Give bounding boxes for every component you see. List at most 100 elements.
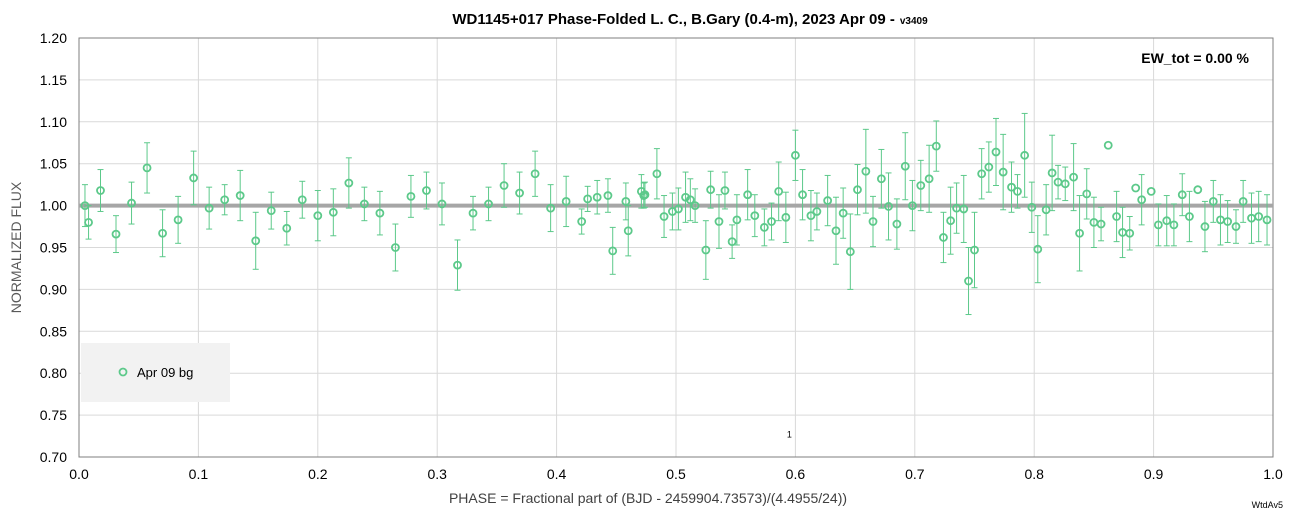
data-point bbox=[1146, 186, 1156, 196]
error-bar bbox=[862, 128, 869, 214]
data-point bbox=[946, 216, 956, 226]
x-axis-ticks: 0.0 0.1 0.2 0.3 0.4 0.5 0.6 0.7 0.8 0.9 1.0 bbox=[69, 466, 1283, 482]
data-point bbox=[111, 229, 121, 239]
data-point bbox=[251, 236, 261, 246]
data-point bbox=[592, 192, 602, 202]
data-point bbox=[831, 226, 841, 236]
error-bar bbox=[113, 215, 120, 254]
error-bar bbox=[1240, 179, 1247, 223]
error-bar bbox=[1155, 203, 1162, 247]
data-point bbox=[916, 181, 926, 190]
error-bar bbox=[97, 169, 104, 212]
data-point bbox=[1153, 220, 1163, 230]
data-point bbox=[142, 163, 152, 173]
data-point bbox=[767, 217, 776, 226]
error-bar bbox=[1076, 195, 1083, 272]
data-point bbox=[328, 207, 338, 217]
data-point bbox=[750, 211, 760, 221]
error-bar bbox=[1224, 200, 1231, 243]
data-point bbox=[998, 167, 1008, 177]
error-bar bbox=[751, 194, 758, 238]
error-bar bbox=[799, 169, 806, 221]
data-point bbox=[931, 141, 941, 151]
error-bar bbox=[721, 171, 728, 210]
error-bar bbox=[854, 164, 861, 216]
data-point bbox=[577, 217, 587, 226]
error-bar bbox=[128, 181, 135, 225]
data-point bbox=[1041, 205, 1051, 215]
error-bar bbox=[782, 191, 789, 243]
data-point bbox=[853, 185, 862, 195]
error-bar bbox=[947, 186, 954, 255]
data-point bbox=[732, 215, 742, 225]
data-point bbox=[652, 169, 662, 179]
data-point bbox=[375, 208, 385, 218]
error-bar bbox=[661, 195, 668, 238]
error-bar bbox=[1014, 174, 1021, 209]
error-bar bbox=[1163, 195, 1170, 247]
error-bar bbox=[733, 194, 740, 246]
data-point bbox=[603, 191, 613, 200]
data-point bbox=[1060, 179, 1070, 189]
error-bar bbox=[917, 159, 924, 212]
error-bar bbox=[965, 247, 972, 316]
data-point bbox=[391, 243, 400, 252]
error-bar bbox=[1021, 112, 1028, 198]
data-point bbox=[359, 199, 369, 209]
error-bar bbox=[268, 191, 275, 230]
data-point bbox=[127, 198, 136, 208]
data-point bbox=[189, 173, 199, 183]
x-tick-label: 0.0 bbox=[69, 466, 89, 482]
data-point bbox=[437, 199, 447, 209]
data-point bbox=[1169, 220, 1179, 230]
error-bar bbox=[604, 178, 611, 213]
error-bar bbox=[1170, 203, 1177, 247]
x-tick-label: 0.7 bbox=[905, 466, 925, 482]
error-bar bbox=[283, 210, 290, 246]
x-tick-label: 0.1 bbox=[189, 466, 209, 482]
data-point bbox=[908, 201, 917, 211]
error-bar bbox=[1008, 161, 1015, 213]
error-bar bbox=[824, 174, 831, 227]
data-point bbox=[621, 197, 631, 206]
data-point bbox=[344, 178, 354, 188]
data-point bbox=[876, 174, 886, 184]
legend-entry-apr-09-bg: Apr 09 bg bbox=[137, 365, 193, 380]
error-bar bbox=[775, 161, 782, 222]
y-tick-label: 1.00 bbox=[40, 198, 67, 214]
error-bar bbox=[885, 172, 892, 241]
data-point bbox=[1069, 172, 1079, 182]
data-point bbox=[546, 203, 556, 213]
error-bar bbox=[1248, 192, 1255, 244]
data-point bbox=[583, 194, 593, 204]
x-tick-label: 0.6 bbox=[786, 466, 806, 482]
data-point bbox=[970, 245, 979, 255]
error-bar bbox=[1000, 133, 1007, 211]
data-point bbox=[884, 202, 893, 211]
error-bar bbox=[470, 195, 477, 231]
error-bar bbox=[1083, 168, 1090, 220]
error-bar bbox=[532, 150, 539, 197]
error-bar bbox=[609, 226, 616, 275]
error-bar bbox=[1028, 181, 1035, 233]
data-point bbox=[158, 228, 167, 238]
error-bar bbox=[1055, 164, 1062, 200]
x-tick-label: 0.4 bbox=[547, 466, 567, 482]
data-point bbox=[1007, 182, 1016, 192]
data-point bbox=[453, 260, 462, 270]
error-bar bbox=[1217, 194, 1224, 246]
data-point bbox=[1096, 219, 1106, 229]
error-bar bbox=[1070, 143, 1077, 212]
data-point bbox=[685, 195, 695, 205]
data-point bbox=[892, 219, 902, 229]
error-bar bbox=[1138, 174, 1145, 226]
error-bar bbox=[221, 184, 228, 216]
data-point bbox=[1208, 197, 1218, 206]
error-bar bbox=[594, 179, 601, 215]
error-bar bbox=[953, 182, 960, 234]
error-bar bbox=[252, 211, 259, 270]
data-point bbox=[561, 197, 571, 206]
error-bar bbox=[1119, 206, 1126, 259]
data-point bbox=[798, 190, 807, 200]
y-tick-label: 1.10 bbox=[40, 114, 67, 130]
